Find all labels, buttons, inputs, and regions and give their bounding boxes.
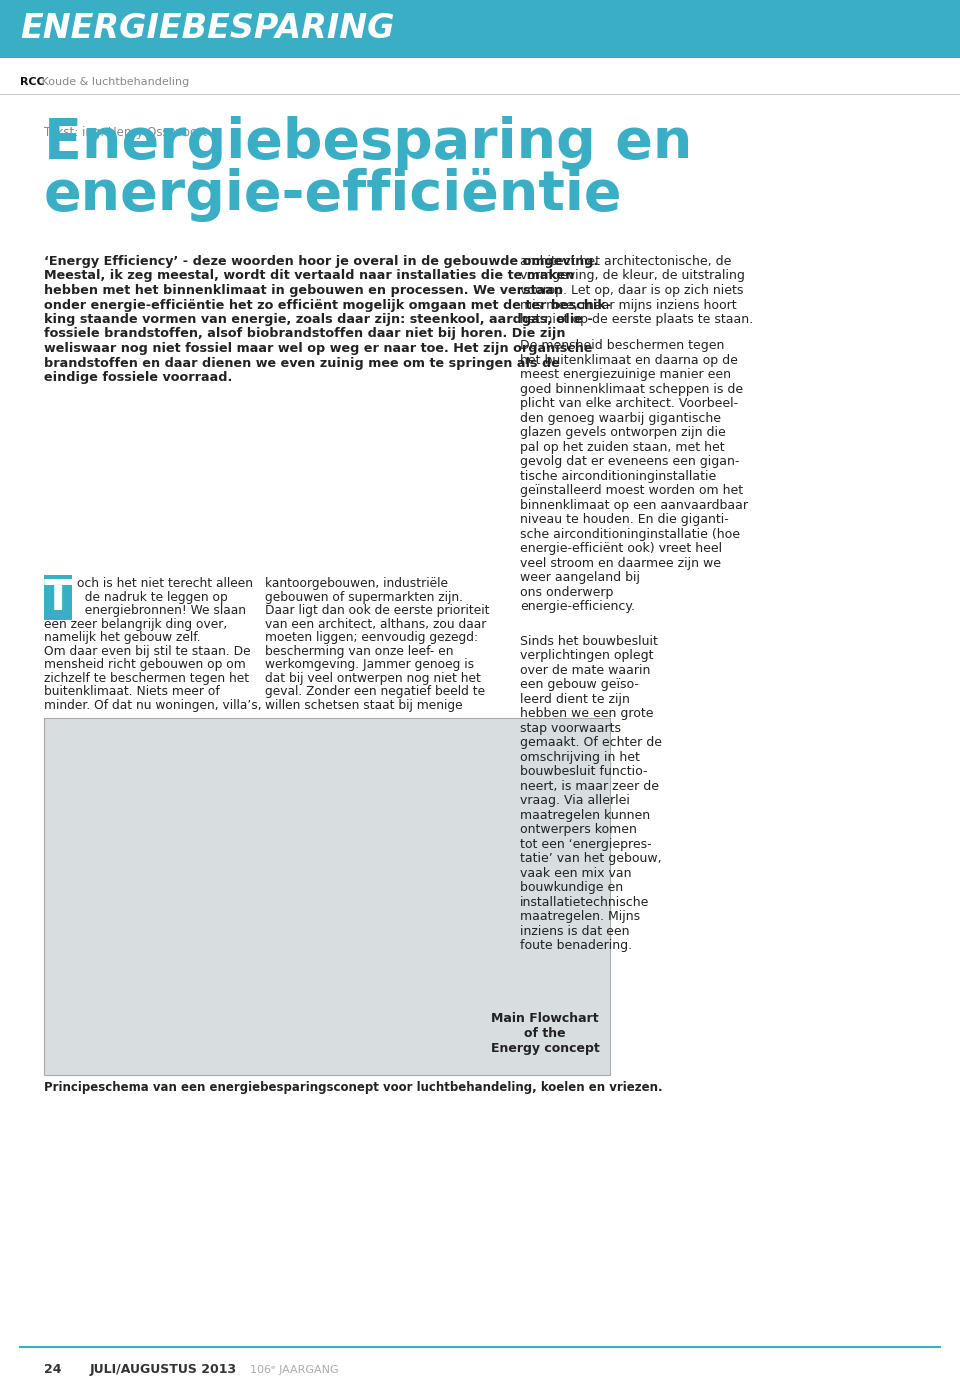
Text: Koude & luchtbehandeling: Koude & luchtbehandeling xyxy=(38,77,189,86)
Text: tatie’ van het gebouw,: tatie’ van het gebouw, xyxy=(520,853,661,865)
Text: brandstoffen en daar dienen we even zuinig mee om te springen als de: brandstoffen en daar dienen we even zuin… xyxy=(44,357,560,369)
Text: mis mee, maar mijns inziens hoort: mis mee, maar mijns inziens hoort xyxy=(520,298,736,312)
Text: 106ᵉ JAARGANG: 106ᵉ JAARGANG xyxy=(250,1365,339,1375)
Text: binnenklimaat op een aanvaardbaar: binnenklimaat op een aanvaardbaar xyxy=(520,499,748,511)
Text: gevolg dat er eveneens een gigan-: gevolg dat er eveneens een gigan- xyxy=(520,456,739,468)
Text: onder energie-efficiëntie het zo efficiënt mogelijk omgaan met de ter beschik-: onder energie-efficiëntie het zo efficië… xyxy=(44,298,612,312)
Text: hebben we een grote: hebben we een grote xyxy=(520,708,654,720)
Text: tische airconditioninginstallatie: tische airconditioninginstallatie xyxy=(520,469,716,482)
Text: energie-efficiënt ook) vreet heel: energie-efficiënt ook) vreet heel xyxy=(520,542,722,554)
Text: De mensheid beschermen tegen: De mensheid beschermen tegen xyxy=(520,338,725,352)
Text: pal op het zuiden staan, met het: pal op het zuiden staan, met het xyxy=(520,440,725,454)
Text: van een architect, althans, zou daar: van een architect, althans, zou daar xyxy=(265,618,487,631)
Text: niveau te houden. En die giganti-: niveau te houden. En die giganti- xyxy=(520,513,729,527)
Text: omschrijving in het: omschrijving in het xyxy=(520,751,640,763)
Text: bouwkundige en: bouwkundige en xyxy=(520,882,623,894)
Text: Om daar even bij stil te staan. De: Om daar even bij stil te staan. De xyxy=(44,645,251,657)
Text: meest energiezuinige manier een: meest energiezuinige manier een xyxy=(520,368,731,382)
Text: energie-efficiency.: energie-efficiency. xyxy=(520,600,635,613)
Text: Main Flowchart
of the
Energy concept: Main Flowchart of the Energy concept xyxy=(491,1011,599,1055)
Text: het niet op de eerste plaats te staan.: het niet op de eerste plaats te staan. xyxy=(520,313,754,326)
Text: minder. Of dat nu woningen, villa’s,: minder. Of dat nu woningen, villa’s, xyxy=(44,699,262,712)
Text: fossiele brandstoffen, alsof biobrandstoffen daar niet bij horen. Die zijn: fossiele brandstoffen, alsof biobrandsto… xyxy=(44,327,565,340)
Text: inziens is dat een: inziens is dat een xyxy=(520,925,630,937)
Text: gebouwen of supermarkten zijn.: gebouwen of supermarkten zijn. xyxy=(265,591,463,603)
Text: energiebronnen! We slaan: energiebronnen! We slaan xyxy=(77,605,246,617)
Bar xyxy=(0,0,960,59)
Text: kantoorgebouwen, industriële: kantoorgebouwen, industriële xyxy=(265,577,448,591)
Text: den genoeg waarbij gigantische: den genoeg waarbij gigantische xyxy=(520,411,721,425)
Text: maatregelen kunnen: maatregelen kunnen xyxy=(520,808,650,822)
Text: vormgeving, de kleur, de uitstraling: vormgeving, de kleur, de uitstraling xyxy=(520,269,745,283)
Text: ontwerpers komen: ontwerpers komen xyxy=(520,823,636,836)
Text: maatregelen. Mijns: maatregelen. Mijns xyxy=(520,910,640,924)
Text: eindige fossiele voorraad.: eindige fossiele voorraad. xyxy=(44,371,232,384)
Text: foute benadering.: foute benadering. xyxy=(520,939,632,951)
Text: Meestal, ik zeg meestal, wordt dit vertaald naar installaties die te maken: Meestal, ik zeg meestal, wordt dit verta… xyxy=(44,269,574,283)
Text: bouwbesluit functio-: bouwbesluit functio- xyxy=(520,765,647,779)
Text: Energiebesparing en: Energiebesparing en xyxy=(44,116,692,170)
Text: RCC: RCC xyxy=(20,77,45,86)
Bar xyxy=(44,575,72,620)
Text: 24: 24 xyxy=(44,1362,61,1376)
Text: werkomgeving. Jammer genoeg is: werkomgeving. Jammer genoeg is xyxy=(265,659,474,671)
Text: geval. Zonder een negatief beeld te: geval. Zonder een negatief beeld te xyxy=(265,685,485,698)
Text: namelijk het gebouw zelf.: namelijk het gebouw zelf. xyxy=(44,631,201,645)
Text: plicht van elke architect. Voorbeel-: plicht van elke architect. Voorbeel- xyxy=(520,397,738,410)
Text: king staande vormen van energie, zoals daar zijn: steenkool, aardgas, olie -: king staande vormen van energie, zoals d… xyxy=(44,313,592,326)
Text: gemaakt. Of echter de: gemaakt. Of echter de xyxy=(520,736,662,749)
Text: stap voorwaarts: stap voorwaarts xyxy=(520,722,621,734)
Text: hebben met het binnenklimaat in gebouwen en processen. We verstaan: hebben met het binnenklimaat in gebouwen… xyxy=(44,284,563,297)
Bar xyxy=(44,717,610,1075)
Text: ‘Energy Efficiency’ - deze woorden hoor je overal in de gebouwde omgeving.: ‘Energy Efficiency’ - deze woorden hoor … xyxy=(44,255,598,267)
Text: ENERGIEBESPARING: ENERGIEBESPARING xyxy=(20,13,395,46)
Text: dat bij veel ontwerpen nog niet het: dat bij veel ontwerpen nog niet het xyxy=(265,671,481,685)
Text: veel stroom en daarmee zijn we: veel stroom en daarmee zijn we xyxy=(520,557,721,570)
Text: over de mate waarin: over de mate waarin xyxy=(520,663,650,677)
Text: JULI/AUGUSTUS 2013: JULI/AUGUSTUS 2013 xyxy=(90,1362,237,1376)
Text: vaak een mix van: vaak een mix van xyxy=(520,866,632,879)
Text: leerd dient te zijn: leerd dient te zijn xyxy=(520,692,630,706)
Text: moeten liggen; eenvoudig gezegd:: moeten liggen; eenvoudig gezegd: xyxy=(265,631,478,645)
Text: Principeschema van een energiebesparingsconept voor luchtbehandeling, koelen en : Principeschema van een energiebesparings… xyxy=(44,1081,662,1094)
Text: och is het niet terecht alleen: och is het niet terecht alleen xyxy=(77,577,253,591)
Text: neert, is maar zeer de: neert, is maar zeer de xyxy=(520,780,659,793)
Text: ons onderwerp: ons onderwerp xyxy=(520,585,613,599)
Text: verplichtingen oplegt: verplichtingen oplegt xyxy=(520,649,654,662)
Text: de nadruk te leggen op: de nadruk te leggen op xyxy=(77,591,228,603)
Text: mensheid richt gebouwen op om: mensheid richt gebouwen op om xyxy=(44,659,246,671)
Text: tot een ‘energiepres-: tot een ‘energiepres- xyxy=(520,837,652,851)
Text: buitenklimaat. Niets meer of: buitenklimaat. Niets meer of xyxy=(44,685,220,698)
Text: vraag. Via allerlei: vraag. Via allerlei xyxy=(520,794,630,807)
Text: weliswaar nog niet fossiel maar wel op weg er naar toe. Het zijn organische: weliswaar nog niet fossiel maar wel op w… xyxy=(44,343,592,355)
Text: het buitenklimaat en daarna op de: het buitenklimaat en daarna op de xyxy=(520,354,738,366)
Text: Tekst: ing. Henry Ossevoort: Tekst: ing. Henry Ossevoort xyxy=(44,125,206,139)
Text: glazen gevels ontworpen zijn die: glazen gevels ontworpen zijn die xyxy=(520,426,726,439)
Text: zichzelf te beschermen tegen het: zichzelf te beschermen tegen het xyxy=(44,671,250,685)
Text: Sinds het bouwbesluit: Sinds het bouwbesluit xyxy=(520,635,658,648)
Text: bescherming van onze leef- en: bescherming van onze leef- en xyxy=(265,645,453,657)
Text: T: T xyxy=(44,577,72,618)
Text: willen schetsen staat bij menige: willen schetsen staat bij menige xyxy=(265,699,463,712)
Text: een gebouw geïso-: een gebouw geïso- xyxy=(520,678,638,691)
Text: geïnstalleerd moest worden om het: geïnstalleerd moest worden om het xyxy=(520,485,743,497)
Text: Daar ligt dan ook de eerste prioriteit: Daar ligt dan ook de eerste prioriteit xyxy=(265,605,490,617)
Text: installatietechnische: installatietechnische xyxy=(520,896,649,908)
Text: architect het architectonische, de: architect het architectonische, de xyxy=(520,255,732,267)
Text: een zeer belangrijk ding over,: een zeer belangrijk ding over, xyxy=(44,618,228,631)
Text: weer aangeland bij: weer aangeland bij xyxy=(520,571,640,584)
Text: sche airconditioninginstallatie (hoe: sche airconditioninginstallatie (hoe xyxy=(520,528,740,540)
Text: voorop. Let op, daar is op zich niets: voorop. Let op, daar is op zich niets xyxy=(520,284,743,297)
Text: energie-efficiëntie: energie-efficiëntie xyxy=(44,169,622,221)
Text: goed binnenklimaat scheppen is de: goed binnenklimaat scheppen is de xyxy=(520,383,743,396)
